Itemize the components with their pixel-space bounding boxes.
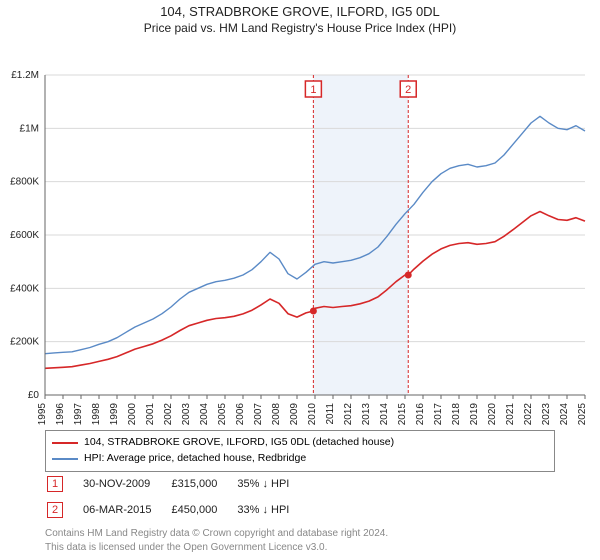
table-row: 2 06-MAR-2015 £450,000 33% ↓ HPI [47,498,307,522]
svg-text:2023: 2023 [541,403,552,425]
svg-text:2019: 2019 [469,403,480,425]
svg-text:1996: 1996 [55,403,66,425]
svg-text:2004: 2004 [199,403,210,425]
chart-subtitle: Price paid vs. HM Land Registry's House … [0,21,600,35]
svg-text:2000: 2000 [127,403,138,425]
sale-marker-icon: 2 [47,502,63,518]
svg-text:2014: 2014 [379,403,390,425]
svg-text:2017: 2017 [433,403,444,425]
sale-price: £315,000 [171,472,235,496]
svg-text:2: 2 [405,84,411,96]
svg-text:1998: 1998 [91,403,102,425]
sale-delta: 33% ↓ HPI [237,498,307,522]
svg-text:1997: 1997 [73,403,84,425]
svg-text:1: 1 [310,84,316,96]
svg-text:2012: 2012 [343,403,354,425]
svg-text:2002: 2002 [163,403,174,425]
sale-delta: 35% ↓ HPI [237,472,307,496]
svg-text:£600K: £600K [10,230,39,241]
sale-marker-icon: 1 [47,476,63,492]
svg-text:£0: £0 [28,390,40,401]
svg-text:£800K: £800K [10,177,39,188]
legend-swatch [52,458,78,460]
svg-text:2018: 2018 [451,403,462,425]
svg-text:2016: 2016 [415,403,426,425]
svg-text:2021: 2021 [505,403,516,425]
sales-table: 1 30-NOV-2009 £315,000 35% ↓ HPI 2 06-MA… [45,470,309,524]
svg-text:2003: 2003 [181,403,192,425]
svg-text:2001: 2001 [145,403,156,425]
svg-text:2025: 2025 [577,403,588,425]
svg-text:£1.2M: £1.2M [11,70,39,81]
footer-text: Contains HM Land Registry data © Crown c… [45,527,388,554]
sale-date: 06-MAR-2015 [83,498,169,522]
svg-text:2008: 2008 [271,403,282,425]
svg-text:2015: 2015 [397,403,408,425]
chart-title: 104, STRADBROKE GROVE, ILFORD, IG5 0DL [0,4,600,19]
svg-text:2024: 2024 [559,403,570,425]
svg-text:2013: 2013 [361,403,372,425]
footer-line: Contains HM Land Registry data © Crown c… [45,527,388,541]
svg-text:2020: 2020 [487,403,498,425]
svg-text:£200K: £200K [10,337,39,348]
svg-text:2009: 2009 [289,403,300,425]
svg-text:2006: 2006 [235,403,246,425]
legend-label: 104, STRADBROKE GROVE, ILFORD, IG5 0DL (… [84,435,394,451]
svg-text:£400K: £400K [10,283,39,294]
legend-label: HPI: Average price, detached house, Redb… [84,451,306,467]
legend-item: HPI: Average price, detached house, Redb… [52,451,548,467]
table-row: 1 30-NOV-2009 £315,000 35% ↓ HPI [47,472,307,496]
svg-text:2005: 2005 [217,403,228,425]
chart-svg: £0 £200K £400K £600K £800K £1M £1.2M 1995 1996 19… [0,35,600,425]
title-block: 104, STRADBROKE GROVE, ILFORD, IG5 0DL P… [0,0,600,35]
svg-text:2011: 2011 [325,403,336,425]
legend-box: 104, STRADBROKE GROVE, ILFORD, IG5 0DL (… [45,430,555,472]
footer-line: This data is licensed under the Open Gov… [45,541,388,555]
legend-swatch [52,442,78,444]
sale-price: £450,000 [171,498,235,522]
svg-text:2022: 2022 [523,403,534,425]
svg-text:£1M: £1M [20,123,39,134]
svg-text:1999: 1999 [109,403,120,425]
svg-text:2010: 2010 [307,403,318,425]
svg-text:1995: 1995 [37,403,48,425]
svg-text:2007: 2007 [253,403,264,425]
legend-item: 104, STRADBROKE GROVE, ILFORD, IG5 0DL (… [52,435,548,451]
sale-date: 30-NOV-2009 [83,472,169,496]
chart-area: £0 £200K £400K £600K £800K £1M £1.2M 1995 1996 19… [0,35,600,425]
